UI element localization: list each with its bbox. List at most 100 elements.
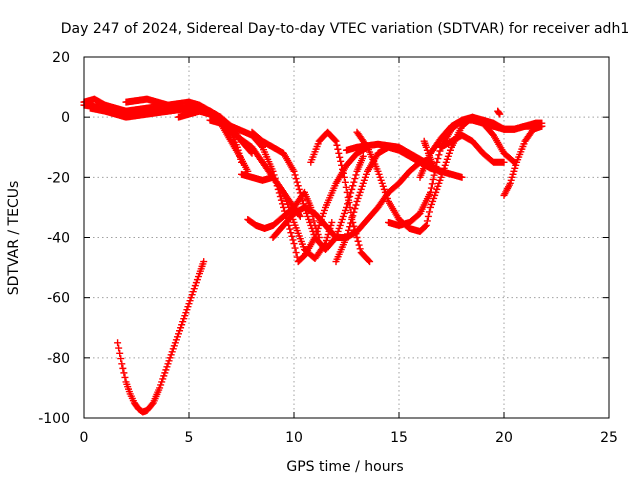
data-point: [269, 167, 277, 175]
data-point-sample: [352, 171, 360, 179]
data-point-sample: [354, 237, 362, 245]
data-point-sample: [344, 230, 352, 238]
data-point-sample: [291, 171, 299, 179]
data-point-sample: [343, 188, 351, 196]
data-point-sample: [297, 193, 305, 201]
data-point-sample: [351, 175, 359, 183]
data-point-sample: [431, 167, 439, 175]
data-point-sample: [295, 185, 303, 193]
data-point-sample: [345, 226, 353, 234]
data-point-sample: [333, 141, 341, 149]
series-track-8: [244, 188, 323, 241]
series-track-21: [420, 137, 437, 169]
data-point: [500, 158, 508, 166]
data-point-sample: [356, 245, 364, 253]
data-point: [359, 152, 367, 160]
series-track-19: [500, 122, 546, 199]
data-point-sample: [349, 182, 357, 190]
series-track-4: [122, 95, 199, 117]
data-point-sample: [421, 222, 429, 230]
x-tick-label: 15: [390, 430, 408, 446]
data-point: [422, 221, 430, 229]
series-track-22: [494, 107, 504, 118]
y-tick-label: 0: [61, 110, 70, 126]
data-point: [366, 258, 374, 266]
data-point-sample: [293, 178, 301, 186]
data-points: [80, 95, 546, 416]
data-point-sample: [334, 145, 342, 153]
y-tick-label: -80: [47, 351, 70, 367]
series-track-14: [353, 113, 508, 235]
data-point-sample: [365, 257, 373, 265]
data-point-sample: [119, 364, 127, 372]
data-point-sample: [351, 226, 359, 234]
data-point-sample: [344, 193, 352, 201]
x-tick-label: 0: [80, 430, 89, 446]
data-point: [538, 122, 546, 130]
data-point-sample: [338, 161, 346, 169]
data-point-sample: [331, 136, 339, 144]
data-point-sample: [296, 189, 304, 197]
data-point-sample: [425, 208, 433, 216]
data-point: [427, 188, 434, 196]
y-tick-label: 20: [52, 50, 70, 66]
data-point-sample: [292, 249, 300, 257]
data-point-sample: [430, 171, 438, 179]
y-tick-label: -20: [47, 170, 70, 186]
data-point-sample: [298, 196, 306, 204]
data-point-sample: [429, 175, 437, 183]
data-point-sample: [294, 182, 302, 190]
y-tick-label: -100: [38, 411, 70, 427]
data-point-sample: [362, 142, 370, 150]
data-point: [340, 173, 348, 181]
data-point-sample: [287, 229, 295, 237]
data-point-sample: [291, 244, 299, 252]
data-point-sample: [344, 200, 352, 208]
data-point-sample: [335, 149, 343, 157]
data-point-sample: [278, 187, 286, 195]
data-point-sample: [115, 344, 123, 352]
data-point-sample: [436, 147, 444, 155]
data-point-sample: [286, 225, 294, 233]
data-point: [496, 110, 504, 118]
data-point-sample: [350, 178, 358, 186]
x-tick-label: 5: [185, 430, 194, 446]
data-point-sample: [346, 203, 354, 211]
data-point: [200, 258, 208, 266]
data-point-sample: [337, 157, 345, 165]
data-point-sample: [342, 183, 350, 191]
y-axis-label: SDTVAR / TECUs: [6, 181, 22, 296]
data-point: [290, 240, 298, 248]
data-point-sample: [423, 217, 431, 225]
series-track-11: [307, 128, 374, 266]
data-point-sample: [310, 217, 318, 225]
data-point-sample: [432, 163, 440, 171]
data-point-sample: [276, 193, 284, 201]
data-point-sample: [351, 205, 359, 213]
data-point-sample: [345, 198, 353, 206]
data-point-sample: [117, 355, 125, 363]
data-point: [343, 234, 350, 241]
series-track-20: [114, 258, 208, 416]
x-tick-label: 10: [285, 430, 303, 446]
data-point: [114, 339, 122, 347]
data-point-sample: [509, 157, 517, 165]
grid-lines: [84, 57, 609, 418]
data-point-sample: [355, 241, 363, 249]
data-point-sample: [336, 153, 344, 161]
data-point: [296, 212, 304, 220]
axis-ticks: 0 5 10 15 20 25 -100 -80 -60 -40 -20 0 20: [38, 50, 618, 446]
data-point: [118, 360, 126, 368]
data-point-sample: [352, 201, 360, 209]
data-point-sample: [121, 373, 129, 381]
data-point-sample: [350, 208, 358, 216]
x-tick-label: 20: [495, 430, 513, 446]
series-track-17: [437, 131, 508, 166]
data-point-sample: [247, 148, 255, 156]
data-point-sample: [292, 175, 300, 183]
data-point: [458, 173, 466, 181]
series-track-9: [248, 128, 367, 254]
data-point-sample: [346, 223, 354, 231]
data-point-sample: [341, 178, 349, 186]
